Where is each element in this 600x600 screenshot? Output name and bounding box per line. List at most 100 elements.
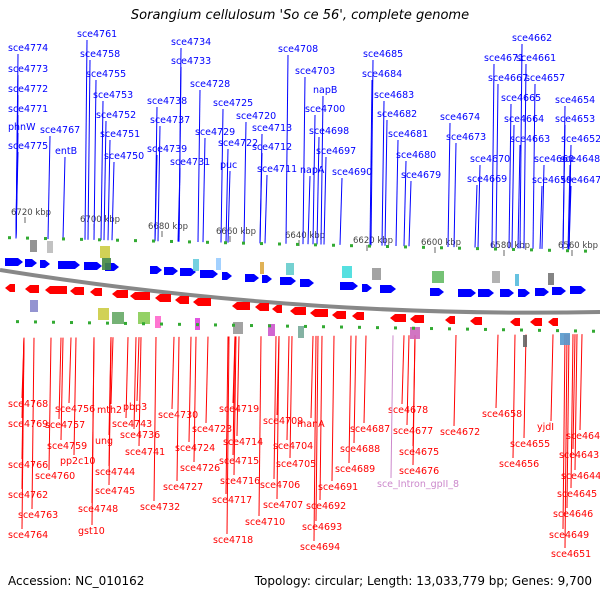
reverse-gene-leader (566, 334, 570, 509)
marker-dot (512, 247, 515, 251)
forward-gene-arrow (58, 261, 80, 269)
forward-gene-label: sce4703 (295, 66, 335, 77)
reverse-gene-arrow (290, 307, 306, 315)
forward-gene-label: sce4773 (8, 64, 48, 75)
forward-gene-arrow (570, 286, 586, 294)
reverse-gene-leader (138, 337, 142, 447)
reverse-gene-leader (412, 335, 416, 466)
marker-dot (368, 244, 371, 248)
forward-gene-label: sce4670 (470, 154, 510, 165)
reverse-gene-label: sce4694 (300, 542, 340, 553)
forward-gene-leader (264, 174, 268, 244)
forward-gene-label: sce4667 (488, 73, 528, 84)
marker-dot (286, 324, 289, 328)
reverse-gene-leader (73, 337, 77, 456)
reverse-gene-label: pp2c10 (60, 456, 95, 467)
marker-dot (8, 236, 11, 240)
reverse-gene-leader (315, 335, 319, 522)
forward-gene-arrow (150, 266, 162, 274)
marker-dot (224, 241, 227, 245)
reverse-gene-label: sce4714 (223, 437, 263, 448)
forward-gene-arrow (458, 289, 476, 297)
reverse-gene-arrow (130, 292, 150, 300)
reverse-gene-leader (60, 337, 64, 441)
reverse-gene-label: sce4672 (440, 427, 480, 438)
forward-gene-label: sce4648 (560, 154, 600, 165)
forward-gene-leader (539, 185, 543, 249)
reverse-gene-leader (176, 336, 180, 482)
kbp-tick-label: 6560 kbp (558, 241, 598, 251)
marker-dot (232, 323, 235, 327)
feature-box (410, 327, 420, 339)
reverse-gene-arrow (232, 302, 250, 310)
reverse-gene-label: sce4643 (559, 450, 599, 461)
forward-gene-label: sce4729 (195, 127, 235, 138)
feature-box (112, 312, 124, 324)
forward-gene-leader (474, 184, 478, 248)
marker-dot (304, 324, 307, 328)
forward-gene-leader (541, 164, 545, 249)
feature-box (523, 335, 527, 347)
feature-box (548, 273, 554, 285)
forward-gene-arrow (535, 288, 549, 296)
forward-gene-leader (93, 79, 97, 240)
forward-gene-leader (220, 108, 224, 243)
forward-gene-label: sce4753 (93, 90, 133, 101)
forward-gene-arrow (552, 287, 566, 295)
forward-gene-leader (384, 119, 388, 246)
kbp-tick-label: 6680 kbp (148, 222, 188, 232)
marker-dot (422, 245, 425, 249)
reverse-gene-label: sce4763 (18, 510, 58, 521)
reverse-gene-label: sce4707 (263, 500, 303, 511)
forward-gene-leader (154, 154, 158, 242)
reverse-gene-label: sce_Intron_gpII_8 (377, 479, 459, 490)
reverse-gene-leader (310, 335, 314, 419)
reverse-gene-label: sce4678 (388, 405, 428, 416)
marker-dot (358, 325, 361, 329)
reverse-gene-label: sce4760 (35, 471, 75, 482)
forward-gene-arrow (200, 270, 218, 278)
kbp-tick-label: 6640 kbp (285, 231, 325, 241)
reverse-gene-label: sce4757 (45, 420, 85, 431)
reverse-gene-label: sce4704 (273, 441, 313, 452)
forward-gene-arrow (300, 279, 314, 287)
reverse-gene-label: sce4655 (510, 439, 550, 450)
forward-gene-leader (259, 152, 263, 244)
reverse-gene-leader (495, 334, 499, 409)
marker-dot (242, 241, 245, 245)
reverse-gene-leader (133, 337, 137, 430)
reverse-gene-leader (564, 334, 568, 549)
reverse-gene-arrow (255, 303, 269, 311)
forward-gene-label: phnW (8, 122, 36, 133)
forward-gene-label: sce4683 (374, 90, 414, 101)
reverse-gene-arrow (272, 305, 282, 313)
reverse-gene-label: sce4727 (163, 482, 203, 493)
reverse-gene-arrow (410, 315, 424, 323)
reverse-gene-leader (233, 336, 237, 476)
marker-dot (350, 244, 353, 248)
feature-box (372, 268, 381, 280)
reverse-gene-leader (171, 336, 175, 410)
kbp-tick-label: 6660 kbp (216, 227, 256, 237)
reverse-gene-label: pbp3 (123, 402, 147, 413)
marker-dot (160, 322, 163, 326)
reverse-gene-leader (319, 335, 323, 501)
forward-gene-leader (508, 103, 512, 249)
forward-gene-leader (177, 167, 181, 242)
reverse-gene-leader (232, 336, 236, 456)
marker-dot (566, 249, 569, 253)
marker-dot (584, 249, 587, 253)
marker-dot (170, 239, 173, 243)
marker-dot (206, 240, 209, 244)
forward-gene-label: sce4775 (8, 141, 48, 152)
reverse-gene-leader (453, 334, 457, 427)
marker-dot (340, 325, 343, 329)
forward-gene-label: sce4698 (309, 126, 349, 137)
forward-gene-leader (103, 120, 107, 241)
reverse-gene-leader (401, 335, 405, 405)
forward-gene-leader (453, 142, 457, 248)
forward-gene-leader (511, 124, 515, 249)
marker-dot (394, 326, 397, 330)
forward-gene-leader (517, 144, 521, 249)
